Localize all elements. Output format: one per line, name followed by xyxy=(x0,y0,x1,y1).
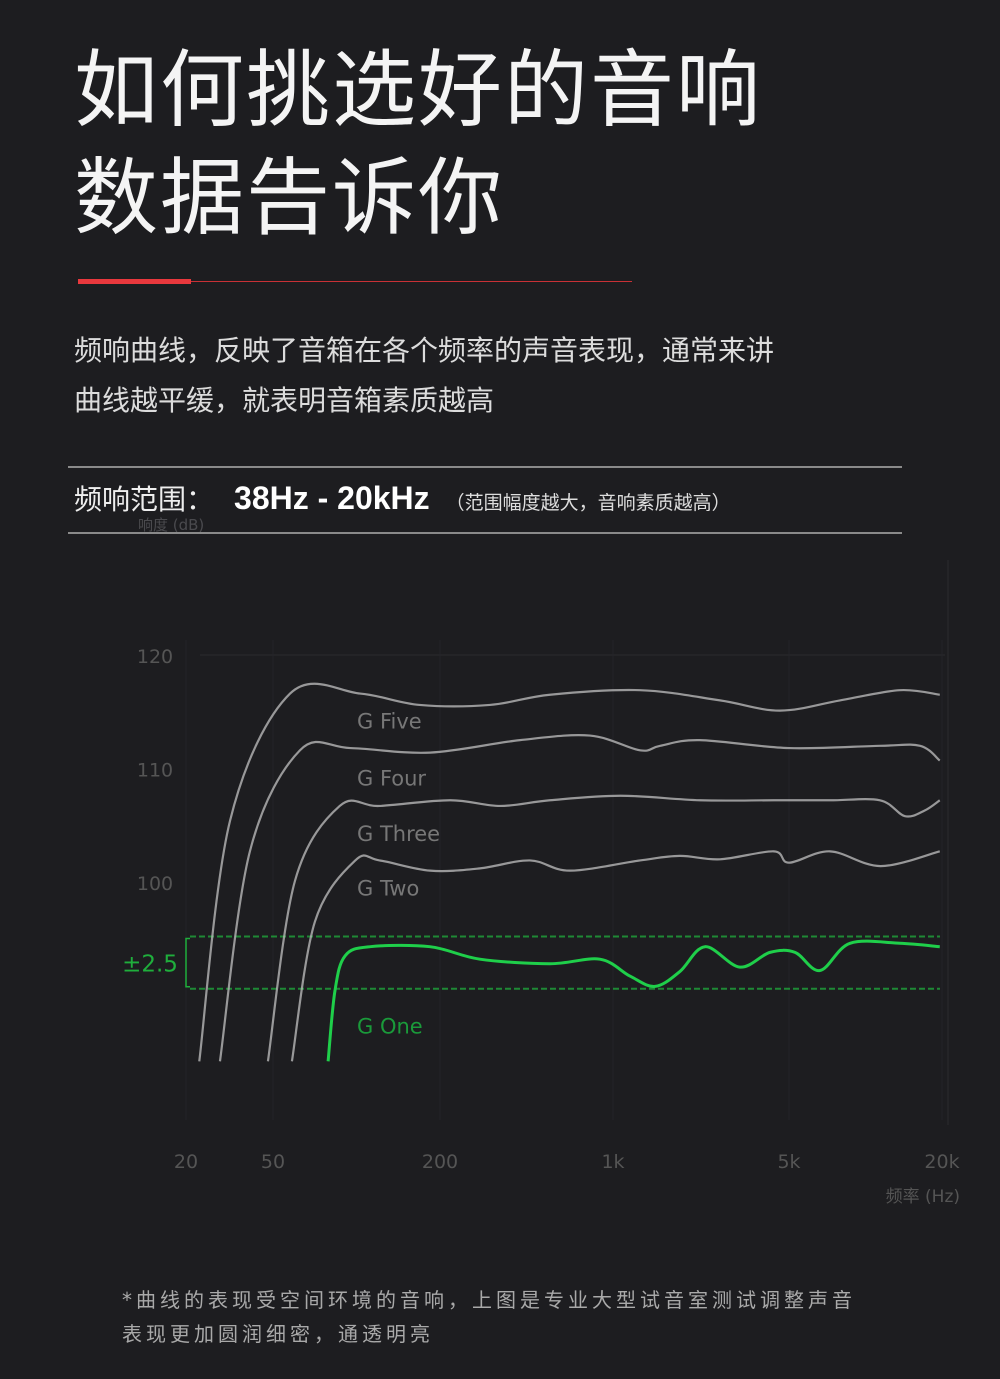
series-line-g-five xyxy=(198,682,940,1062)
x-tick-label: 20 xyxy=(174,1151,198,1173)
divider-bottom xyxy=(68,532,902,534)
description-line-2: 曲线越平缓，就表明音箱素质越高 xyxy=(74,384,495,417)
band-label: ±2.5 xyxy=(122,952,178,978)
y-tick-label: 110 xyxy=(137,760,173,782)
series-label: G Four xyxy=(357,766,426,790)
y-tick-label: 100 xyxy=(137,873,173,895)
x-axis-label: 频率 (Hz) xyxy=(886,1187,960,1207)
series-line-g-three xyxy=(266,794,941,1062)
series-line-g-two xyxy=(290,850,941,1062)
footnote-line-2: 表现更加圆润细密，通透明亮 xyxy=(122,1322,434,1346)
y-tick-label: 120 xyxy=(137,646,173,668)
series-label: G Three xyxy=(357,822,440,846)
series-line-g-four xyxy=(218,734,941,1062)
x-tick-label: 5k xyxy=(777,1151,800,1173)
grid xyxy=(185,560,949,1125)
footnote: *曲线的表现受空间环境的音响，上图是专业大型试音室测试调整声音 表现更加圆润细密… xyxy=(122,1283,962,1351)
range-note: （范围幅度越大，音响素质越高） xyxy=(445,492,731,514)
series-label: G Two xyxy=(357,876,419,900)
tolerance-band: ±2.5 xyxy=(122,935,940,990)
range-value: 38Hz - 20kHz xyxy=(234,480,430,516)
x-tick-label: 1k xyxy=(601,1151,624,1173)
range-label: 频响范围： xyxy=(74,483,215,516)
band-bracket xyxy=(185,937,190,988)
accent-divider-thin xyxy=(191,281,632,282)
title-line-2: 数据告诉你 xyxy=(74,149,505,247)
tick-labels: 20 50 200 1k 5k 20k 100 110 120 G Five G Four G Thr… xyxy=(137,646,960,1173)
x-tick-label: 20k xyxy=(924,1151,959,1173)
series-curves xyxy=(198,682,941,1062)
x-tick-label: 50 xyxy=(261,1151,285,1173)
series-label: G One xyxy=(357,1015,423,1039)
description: 频响曲线，反映了音箱在各个频率的声音表现，通常来讲 曲线越平缓，就表明音箱素质越… xyxy=(74,326,914,426)
series-line-g-one xyxy=(326,939,940,1062)
series-label: G Five xyxy=(357,710,422,734)
x-tick-label: 200 xyxy=(422,1151,458,1173)
frequency-range: 频响范围： 38Hz - 20kHz （范围幅度越大，音响素质越高） xyxy=(74,478,731,518)
accent-divider xyxy=(78,279,191,284)
page-title: 如何挑选好的音响 数据告诉你 xyxy=(74,36,762,252)
footnote-line-1: *曲线的表现受空间环境的音响，上图是专业大型试音室测试调整声音 xyxy=(122,1288,856,1312)
divider-top xyxy=(68,466,902,468)
description-line-1: 频响曲线，反映了音箱在各个频率的声音表现，通常来讲 xyxy=(74,334,775,367)
title-line-1: 如何挑选好的音响 xyxy=(74,41,763,139)
y-axis-label: 响度 (dB) xyxy=(138,516,204,534)
